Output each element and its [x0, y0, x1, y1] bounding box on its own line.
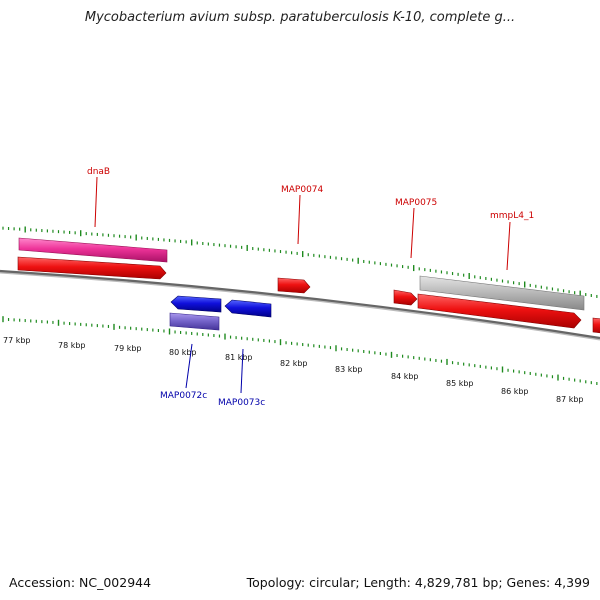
kbp-label: 78 kbp: [58, 341, 86, 350]
gene-MAP0074-shape[interactable]: [277, 277, 311, 294]
gene-label-dnaB: dnaB: [87, 167, 110, 177]
kbp-label: 79 kbp: [114, 344, 142, 353]
gene-forward-strand-red[interactable]: [592, 317, 600, 334]
lower-tick-marks: [2, 316, 598, 386]
kbp-label: 81 kbp: [225, 353, 253, 362]
gene-label-MAP0072c: MAP0072c: [160, 391, 207, 401]
genome-backbone: [0, 269, 600, 341]
kbp-label: 87 kbp: [556, 395, 584, 404]
kbp-label: 85 kbp: [446, 379, 474, 388]
gene-MAP0075-shape[interactable]: [393, 289, 418, 306]
kbp-label: 83 kbp: [335, 365, 363, 374]
gene-mmpL4_1-shape[interactable]: [419, 275, 585, 311]
kbp-label: 86 kbp: [501, 387, 529, 396]
gene-label-MAP0075: MAP0075: [395, 198, 437, 208]
gene-label-MAP0073c: MAP0073c: [218, 398, 265, 408]
gene-label-MAP0074: MAP0074: [281, 185, 324, 195]
topology-text: Topology: circular; Length: 4,829,781 bp…: [246, 575, 590, 590]
upper-tick-marks: [2, 226, 598, 298]
kbp-label: 84 kbp: [391, 372, 419, 381]
label-leader-lines: [94, 176, 511, 394]
gene-label-mmpL4_1: mmpL4_1: [490, 211, 534, 221]
kbp-labels: 77 kbp 78 kbp 79 kbp 80 kbp 81 kbp 82 kb…: [3, 336, 584, 404]
kbp-label: 77 kbp: [3, 336, 31, 345]
kbp-label: 82 kbp: [280, 359, 308, 368]
gene-MAP0072c-shape[interactable]: [169, 312, 220, 331]
gene-MAP0072c-blue-shape[interactable]: [170, 295, 222, 313]
gene-MAP0073c-shape[interactable]: [224, 299, 272, 318]
gene-forward-strand-red[interactable]: [417, 293, 582, 329]
accession-text: Accession: NC_002944: [9, 575, 152, 590]
gene-dnaB-shape[interactable]: [18, 237, 168, 263]
map-title: Mycobacterium avium subsp. paratuberculo…: [84, 10, 516, 25]
kbp-label: 80 kbp: [169, 348, 197, 357]
gene-labels: dnaB MAP0074 MAP0075 mmpL4_1 MAP0072c MA…: [87, 167, 534, 408]
gene-forward-strand-red[interactable]: [17, 256, 167, 280]
